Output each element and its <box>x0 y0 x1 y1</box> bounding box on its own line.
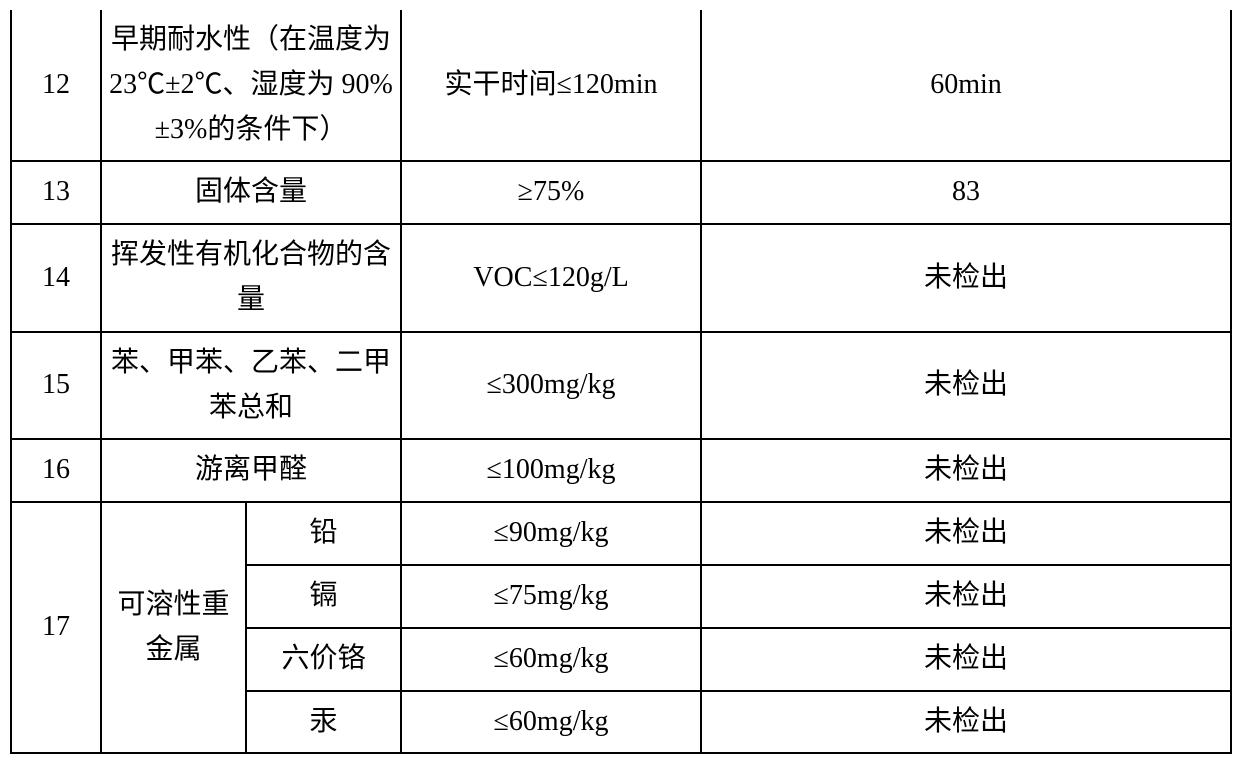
table-row: 15 苯、甲苯、乙苯、二甲苯总和 ≤300mg/kg 未检出 <box>11 332 1231 440</box>
sub-item-name: 六价铬 <box>246 628 401 691</box>
sub-item-name: 铅 <box>246 502 401 565</box>
row-number: 17 <box>11 502 101 753</box>
item-result: 未检出 <box>701 332 1231 440</box>
item-standard: ≤90mg/kg <box>401 502 701 565</box>
row-number: 13 <box>11 161 101 224</box>
table-row: 12 早期耐水性（在温度为 23℃±2℃、湿度为 90%±3%的条件下） 实干时… <box>11 10 1231 161</box>
item-result: 60min <box>701 10 1231 161</box>
item-standard: ≤75mg/kg <box>401 565 701 628</box>
item-result: 未检出 <box>701 502 1231 565</box>
table-row: 14 挥发性有机化合物的含量 VOC≤120g/L 未检出 <box>11 224 1231 332</box>
item-result: 未检出 <box>701 628 1231 691</box>
item-standard: ≥75% <box>401 161 701 224</box>
item-result: 未检出 <box>701 439 1231 502</box>
item-standard: ≤300mg/kg <box>401 332 701 440</box>
item-name: 固体含量 <box>101 161 401 224</box>
row-number: 16 <box>11 439 101 502</box>
item-result: 83 <box>701 161 1231 224</box>
item-name: 苯、甲苯、乙苯、二甲苯总和 <box>101 332 401 440</box>
sub-item-name: 汞 <box>246 691 401 754</box>
item-standard: ≤60mg/kg <box>401 628 701 691</box>
table-row: 17 可溶性重金属 铅 ≤90mg/kg 未检出 <box>11 502 1231 565</box>
table-row: 13 固体含量 ≥75% 83 <box>11 161 1231 224</box>
item-standard: VOC≤120g/L <box>401 224 701 332</box>
item-name: 挥发性有机化合物的含量 <box>101 224 401 332</box>
item-name: 早期耐水性（在温度为 23℃±2℃、湿度为 90%±3%的条件下） <box>101 10 401 161</box>
item-standard: ≤100mg/kg <box>401 439 701 502</box>
spec-table: 12 早期耐水性（在温度为 23℃±2℃、湿度为 90%±3%的条件下） 实干时… <box>10 10 1232 754</box>
group-label: 可溶性重金属 <box>101 502 246 753</box>
table-row: 16 游离甲醛 ≤100mg/kg 未检出 <box>11 439 1231 502</box>
row-number: 12 <box>11 10 101 161</box>
row-number: 15 <box>11 332 101 440</box>
item-standard: 实干时间≤120min <box>401 10 701 161</box>
item-result: 未检出 <box>701 224 1231 332</box>
item-result: 未检出 <box>701 691 1231 754</box>
sub-item-name: 镉 <box>246 565 401 628</box>
item-standard: ≤60mg/kg <box>401 691 701 754</box>
item-name: 游离甲醛 <box>101 439 401 502</box>
row-number: 14 <box>11 224 101 332</box>
item-result: 未检出 <box>701 565 1231 628</box>
